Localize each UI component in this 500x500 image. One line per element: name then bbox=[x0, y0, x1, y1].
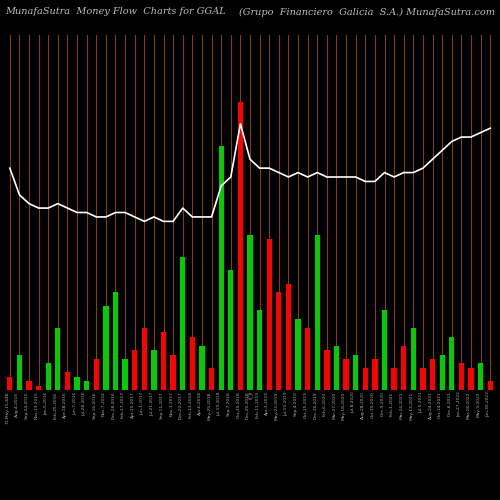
Bar bbox=[430, 359, 435, 390]
Bar bbox=[392, 368, 397, 390]
Bar bbox=[296, 319, 300, 390]
Bar bbox=[55, 328, 60, 390]
Bar bbox=[17, 354, 22, 390]
Bar bbox=[440, 354, 445, 390]
Bar bbox=[7, 376, 12, 390]
Bar bbox=[324, 350, 330, 390]
Bar bbox=[170, 354, 176, 390]
Bar bbox=[190, 337, 195, 390]
Bar bbox=[74, 376, 80, 390]
Bar bbox=[94, 359, 99, 390]
Bar bbox=[46, 364, 51, 390]
Bar bbox=[103, 306, 108, 390]
Text: MunafaSutra  Money Flow  Charts for GGAL: MunafaSutra Money Flow Charts for GGAL bbox=[5, 8, 226, 16]
Bar bbox=[152, 350, 156, 390]
Bar bbox=[228, 270, 234, 390]
Bar bbox=[142, 328, 147, 390]
Bar bbox=[334, 346, 339, 390]
Bar bbox=[314, 234, 320, 390]
Bar bbox=[200, 346, 204, 390]
Bar bbox=[478, 364, 483, 390]
Bar bbox=[401, 346, 406, 390]
Bar bbox=[410, 328, 416, 390]
Bar bbox=[362, 368, 368, 390]
Bar bbox=[382, 310, 387, 390]
Bar bbox=[65, 372, 70, 390]
Bar bbox=[353, 354, 358, 390]
Bar bbox=[257, 310, 262, 390]
Bar bbox=[488, 381, 493, 390]
Bar bbox=[180, 257, 186, 390]
Bar bbox=[449, 337, 454, 390]
Bar bbox=[26, 381, 32, 390]
Bar bbox=[420, 368, 426, 390]
Bar bbox=[113, 292, 118, 390]
Bar bbox=[266, 239, 272, 390]
Bar bbox=[286, 284, 291, 390]
Bar bbox=[218, 146, 224, 390]
Bar bbox=[238, 102, 243, 390]
Bar bbox=[84, 381, 89, 390]
Bar bbox=[132, 350, 138, 390]
Text: (Grupo  Financiero  Galicia  S.A.) MunafaSutra.com: (Grupo Financiero Galicia S.A.) MunafaSu… bbox=[239, 8, 495, 16]
Bar bbox=[468, 368, 473, 390]
Bar bbox=[122, 359, 128, 390]
Bar bbox=[276, 292, 281, 390]
Bar bbox=[372, 359, 378, 390]
Bar bbox=[161, 332, 166, 390]
Bar bbox=[36, 386, 42, 390]
Bar bbox=[209, 368, 214, 390]
Bar bbox=[305, 328, 310, 390]
Bar bbox=[458, 364, 464, 390]
Text: ©: © bbox=[246, 394, 254, 402]
Bar bbox=[344, 359, 348, 390]
Bar bbox=[248, 234, 252, 390]
